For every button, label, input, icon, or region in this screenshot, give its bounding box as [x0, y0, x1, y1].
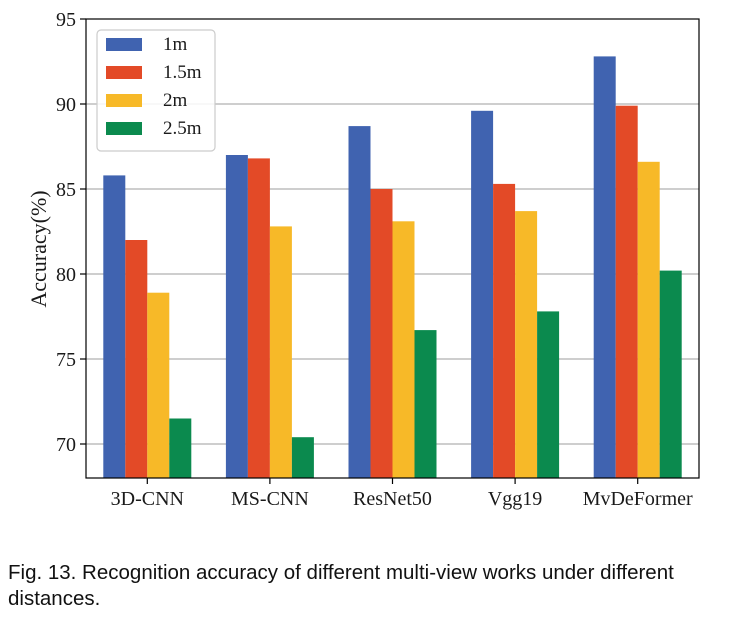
bar-chart: 70 75 80 85 90 95 3D-CNN MS-CNN ResNet50 Vgg19 Mv… [26, 9, 700, 510]
bar-2.5m-MvDeFormer [659, 270, 682, 478]
legend: 1m 1.5m 2m 2.5m [96, 29, 216, 152]
bar-2.5m-3D-CNN [169, 418, 192, 478]
y-tick-label: 75 [56, 349, 76, 371]
legend-label: 2.5m [163, 118, 202, 139]
bar-1m-MvDeFormer [593, 56, 616, 479]
x-tick-label: MS-CNN [231, 488, 309, 510]
x-tick-label: Vgg19 [488, 488, 542, 510]
y-tick-label: 80 [56, 264, 76, 286]
bar-2m-3D-CNN [147, 292, 170, 478]
y-tick-label: 95 [56, 9, 76, 31]
legend-label: 1.5m [163, 62, 202, 83]
bar-1m-ResNet50 [348, 126, 371, 478]
bar-1.5m-Vgg19 [493, 183, 516, 478]
y-axis-ticks: 70 75 80 85 90 95 [56, 9, 86, 456]
bar-2m-MS-CNN [269, 226, 292, 478]
bar-2.5m-ResNet50 [414, 330, 437, 478]
bars [103, 56, 682, 479]
legend-label: 2m [163, 90, 188, 111]
legend-label: 1m [163, 34, 188, 55]
y-tick-label: 85 [56, 179, 76, 201]
bar-2.5m-MS-CNN [291, 437, 314, 478]
bar-1.5m-MS-CNN [247, 158, 270, 478]
y-tick-label: 70 [56, 434, 76, 456]
bar-2.5m-Vgg19 [537, 311, 560, 478]
legend-swatch-2m [106, 94, 142, 107]
bar-1.5m-MvDeFormer [615, 105, 638, 478]
bar-1m-Vgg19 [471, 110, 494, 479]
bar-2m-MvDeFormer [637, 161, 660, 479]
bar-2m-ResNet50 [392, 221, 415, 479]
legend-swatch-1.5m [106, 66, 142, 79]
bar-1m-3D-CNN [103, 175, 126, 478]
bar-1.5m-3D-CNN [125, 240, 148, 478]
legend-swatch-2.5m [106, 122, 142, 135]
bar-1.5m-ResNet50 [370, 189, 393, 478]
y-tick-label: 90 [56, 94, 76, 116]
legend-swatch-1m [106, 38, 142, 51]
x-tick-label: 3D-CNN [111, 488, 184, 510]
legend-box [96, 29, 216, 152]
x-tick-label: ResNet50 [353, 488, 432, 510]
y-axis-title: Accuracy(%) [26, 190, 51, 307]
figure-caption: Fig. 13. Recognition accuracy of differe… [8, 561, 674, 610]
x-axis-ticks: 3D-CNN MS-CNN ResNet50 Vgg19 MvDeFormer [111, 478, 693, 510]
bar-1m-MS-CNN [225, 155, 248, 478]
bar-2m-Vgg19 [515, 211, 538, 478]
x-tick-label: MvDeFormer [583, 488, 693, 510]
